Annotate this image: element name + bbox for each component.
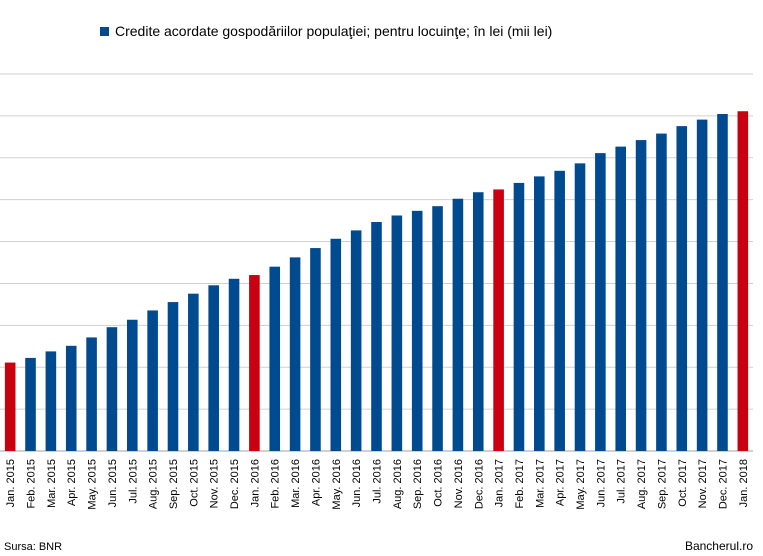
bar-may-2016 [330, 238, 342, 451]
bar-aug-2017 [635, 140, 647, 451]
source-note: Sursa: BNR [4, 541, 63, 553]
x-tick-label: Jan. 2016 [249, 459, 261, 507]
bar-feb-2016 [269, 266, 281, 451]
x-tick-label: Oct. 2016 [433, 459, 445, 507]
x-tick-label: May. 2016 [331, 459, 343, 510]
x-tick-label: Jan. 2015 [5, 459, 17, 507]
x-tick-label: Dec. 2015 [229, 459, 241, 509]
bar-jul-2016 [371, 222, 382, 451]
bar-jun-2015 [106, 327, 118, 451]
bar-sep-2015 [167, 302, 179, 451]
bar-jul-2015 [126, 319, 138, 451]
bar-aug-2016 [391, 215, 403, 451]
bar-mar-2015 [45, 351, 57, 451]
x-tick-label: Jun. 2015 [107, 459, 119, 507]
chart-legend: Credite acordate gospodăriilor populaţie… [100, 22, 552, 40]
bar-feb-2015 [25, 357, 36, 451]
x-tick-label: Dec. 2017 [717, 459, 729, 509]
x-tick-label: Jun. 2017 [595, 459, 607, 507]
x-tick-label: Jun. 2016 [351, 459, 363, 507]
x-tick-label: Oct. 2017 [677, 459, 689, 507]
x-tick-label: Apr. 2015 [66, 459, 78, 506]
bar-jan-2016 [249, 275, 260, 451]
bar-sep-2017 [656, 133, 667, 451]
bar-dec-2016 [472, 192, 484, 451]
bar-jan-2017 [493, 189, 504, 451]
bar-apr-2016 [310, 248, 321, 451]
x-tick-label: Oct. 2015 [188, 459, 200, 507]
bar-jun-2017 [595, 153, 606, 451]
bar-feb-2017 [513, 182, 525, 451]
x-tick-label: May. 2015 [87, 459, 99, 510]
bar-oct-2017 [676, 126, 688, 452]
bar-oct-2016 [432, 206, 443, 451]
x-tick-label: Mar. 2016 [290, 459, 302, 508]
bar-may-2015 [86, 337, 97, 451]
bar-apr-2015 [65, 345, 77, 451]
bar-apr-2017 [554, 170, 565, 451]
bar-nov-2017 [696, 119, 708, 452]
bar-may-2017 [574, 163, 586, 451]
x-tick-label: Apr. 2017 [555, 459, 567, 506]
x-tick-label: Nov. 2016 [453, 459, 465, 508]
x-tick-label: Nov. 2015 [209, 459, 221, 508]
bar-mar-2016 [289, 257, 301, 451]
x-tick-label: Nov. 2017 [697, 459, 709, 508]
bar-jan-2018 [737, 111, 749, 452]
bar-chart: Jan. 2015 Feb. 2015 Mar. 2015 Apr. 2015 May.… [0, 73, 753, 510]
bar-dec-2015 [228, 278, 240, 451]
bar-mar-2017 [534, 176, 545, 451]
bar-jun-2016 [350, 230, 362, 451]
x-tick-label: Jan. 2017 [494, 459, 506, 507]
x-tick-label: Jul. 2017 [616, 459, 628, 504]
x-tick-label: Mar. 2017 [534, 459, 546, 508]
bar-nov-2016 [452, 198, 464, 451]
bar-jul-2017 [615, 146, 627, 451]
x-tick-label: Mar. 2015 [46, 459, 58, 508]
bar-sep-2016 [411, 210, 423, 451]
x-tick-label: Feb. 2015 [26, 459, 38, 509]
x-tick-label: May. 2017 [575, 459, 587, 510]
x-tick-label: Apr. 2016 [310, 459, 322, 506]
x-tick-label: Feb. 2016 [270, 459, 282, 509]
bar-nov-2015 [208, 285, 219, 451]
x-tick-label: Jul. 2016 [372, 459, 384, 504]
bar-dec-2017 [717, 114, 728, 451]
legend-label: Credite acordate gospodăriilor populaţie… [115, 23, 553, 39]
x-tick-label: Sep. 2017 [656, 459, 668, 509]
x-tick-label: Jul. 2015 [127, 459, 139, 504]
brand-credit: Bancherul.ro [684, 539, 753, 553]
x-tick-label: Jan. 2018 [738, 459, 750, 507]
x-tick-label: Sep. 2015 [168, 459, 180, 509]
legend-swatch [100, 26, 109, 36]
x-tick-label: Aug. 2016 [392, 459, 404, 509]
x-tick-label: Aug. 2017 [636, 459, 648, 509]
x-tick-label: Sep. 2016 [412, 459, 424, 509]
x-tick-label: Feb. 2017 [514, 459, 526, 509]
bar-oct-2015 [188, 293, 199, 451]
x-tick-label: Dec. 2016 [473, 459, 485, 509]
bar-aug-2015 [147, 310, 158, 451]
bar-jan-2015 [4, 362, 16, 451]
x-tick-label: Aug. 2015 [148, 459, 160, 509]
